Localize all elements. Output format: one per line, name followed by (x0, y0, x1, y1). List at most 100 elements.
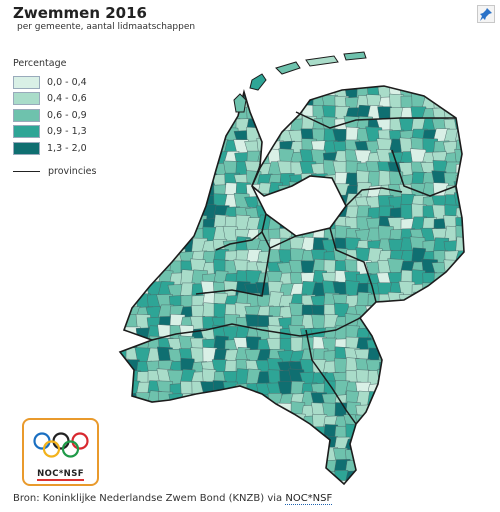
municipality-area (443, 393, 460, 407)
municipality-area (135, 206, 153, 221)
municipality-area (246, 447, 262, 463)
municipality-area (123, 204, 142, 221)
municipality-area (146, 447, 164, 462)
province-line-symbol (13, 171, 40, 172)
municipality-area (147, 249, 163, 264)
municipality-area (213, 459, 229, 474)
municipality-area (180, 150, 197, 166)
municipality-area (444, 294, 461, 309)
municipality-area (268, 93, 283, 111)
municipality-area (288, 215, 306, 232)
municipality-area (465, 129, 483, 143)
municipality-area (389, 350, 405, 363)
municipality-area (191, 404, 207, 418)
municipality-area (454, 261, 464, 275)
municipality-area (411, 369, 427, 385)
municipality-area (256, 457, 273, 474)
source-link[interactable]: NOC*NSF (285, 493, 333, 505)
municipality-area (466, 85, 482, 99)
municipality-area (120, 370, 131, 386)
municipality-area (454, 337, 464, 353)
municipality-area (444, 347, 460, 364)
municipality-area (465, 394, 481, 408)
municipality-area (454, 86, 464, 100)
municipality-area (256, 470, 273, 484)
municipality-area (444, 434, 461, 453)
municipality-area (431, 328, 450, 342)
municipality-area (466, 415, 481, 429)
island (233, 93, 247, 113)
municipality-area (422, 470, 438, 484)
municipality-area (432, 394, 450, 407)
municipality-area (376, 305, 393, 320)
municipality-area (135, 402, 152, 419)
municipality-area (120, 227, 131, 243)
municipality-area (421, 479, 438, 484)
municipality-area (278, 448, 295, 462)
municipality-area (146, 469, 164, 484)
municipality-area (420, 304, 439, 321)
municipality-area (202, 94, 219, 110)
municipality-area (420, 404, 439, 418)
municipality-area (146, 104, 162, 122)
municipality-area (167, 163, 186, 176)
municipality-area (124, 426, 141, 441)
noc-nsf-logo: NOC*NSF (22, 418, 99, 486)
municipality-area (387, 435, 406, 452)
legend-label: 0,0 - 0,4 (47, 76, 87, 88)
municipality-area (147, 160, 162, 177)
municipality-area (378, 338, 394, 352)
municipality-area (466, 326, 482, 342)
municipality-area (135, 237, 151, 255)
municipality-area (124, 163, 142, 177)
municipality-area (278, 206, 296, 220)
municipality-area (256, 96, 273, 112)
municipality-area (279, 97, 294, 110)
municipality-area (444, 413, 461, 430)
municipality-area (290, 470, 306, 484)
municipality-area (213, 86, 228, 101)
municipality-area (124, 184, 142, 199)
municipality-area (431, 347, 450, 365)
municipality-area (212, 394, 231, 408)
municipality-area (366, 416, 384, 429)
island (343, 51, 367, 61)
municipality-area (178, 94, 196, 112)
municipality-area (422, 358, 438, 376)
municipality-area (421, 338, 437, 352)
municipality-area (376, 414, 395, 430)
ring (71, 432, 89, 450)
municipality-area (278, 427, 296, 440)
municipality-area (411, 338, 427, 353)
municipality-area (433, 86, 450, 101)
municipality-area (213, 105, 229, 122)
municipality-area (156, 86, 174, 100)
municipality-area (411, 458, 426, 473)
municipality-area (169, 206, 184, 220)
municipality-area (190, 393, 206, 408)
municipality-area (300, 192, 318, 211)
municipality-area (245, 402, 262, 419)
municipality-area (454, 404, 464, 418)
municipality-area (168, 86, 185, 100)
municipality-area (135, 217, 153, 232)
municipality-area (376, 324, 394, 342)
municipality-area (409, 316, 427, 331)
municipality-area (157, 138, 175, 154)
municipality-area (124, 259, 142, 277)
municipality-area (278, 184, 295, 198)
municipality-area (310, 207, 329, 221)
export-button[interactable] (477, 5, 495, 23)
municipality-area (200, 118, 218, 132)
ring (61, 440, 80, 458)
municipality-area (400, 359, 417, 374)
municipality-area (467, 150, 481, 165)
municipality-area (156, 105, 174, 122)
municipality-area (279, 458, 296, 474)
municipality-area (267, 193, 285, 210)
municipality-area (301, 217, 316, 231)
municipality-area (279, 107, 295, 121)
municipality-area (400, 370, 416, 385)
municipality-area (120, 458, 130, 474)
